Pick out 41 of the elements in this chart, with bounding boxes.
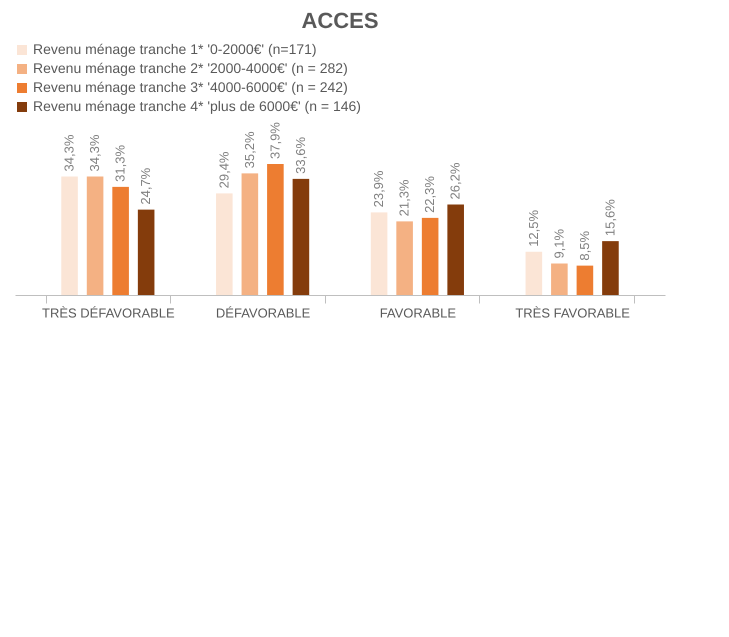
data-label: 37,9% [267, 122, 282, 159]
bar [112, 186, 129, 295]
bar [242, 173, 258, 295]
data-label: 26,2% [448, 162, 463, 200]
bar [576, 266, 594, 295]
data-label: 21,3% [396, 179, 412, 216]
data-label: 9,1% [551, 228, 566, 259]
bar [138, 210, 154, 295]
legend-label: Revenu ménage tranche 4* 'plus de 6000€' (n = 146) [33, 98, 361, 114]
bar [602, 241, 619, 295]
bar [551, 264, 568, 295]
data-label: 8,5% [576, 230, 592, 261]
data-label: 22,3% [422, 176, 438, 213]
bar [267, 164, 284, 295]
data-label: 34,3% [62, 134, 77, 172]
data-label: 31,3% [112, 144, 128, 182]
legend-label: Revenu ménage tranche 2* '2000-4000€' (n = 282) [33, 60, 348, 76]
data-label: 29,4% [216, 151, 232, 188]
bar [216, 193, 233, 295]
data-label: 34,3% [87, 134, 102, 172]
data-label: 15,6% [602, 198, 618, 236]
legend-label: Revenu ménage tranche 3* '4000-6000€' (n = 242) [33, 79, 348, 95]
data-label: 23,9% [371, 170, 386, 208]
data-label: 35,2% [242, 131, 257, 168]
bar [61, 176, 78, 295]
legend-label: Revenu ménage tranche 1* '0-2000€' (n=171) [33, 41, 317, 57]
x-tick-label: FAVORABLE [380, 306, 456, 320]
bar [526, 252, 542, 295]
bar [422, 218, 438, 295]
chart-title: ACCES [301, 8, 379, 33]
data-label: 24,7% [138, 167, 154, 205]
bar [292, 178, 310, 295]
bar [370, 212, 388, 295]
x-tick-label: TRÈS FAVORABLE [515, 306, 630, 320]
bar [396, 221, 413, 295]
x-tick-label: TRÈS DÉFAVORABLE [42, 306, 176, 320]
data-label: 12,5% [526, 209, 541, 247]
x-tick-label: DÉFAVORABLE [216, 306, 311, 320]
bar [86, 176, 104, 295]
bar [447, 204, 464, 295]
data-label: 33,6% [292, 136, 308, 174]
